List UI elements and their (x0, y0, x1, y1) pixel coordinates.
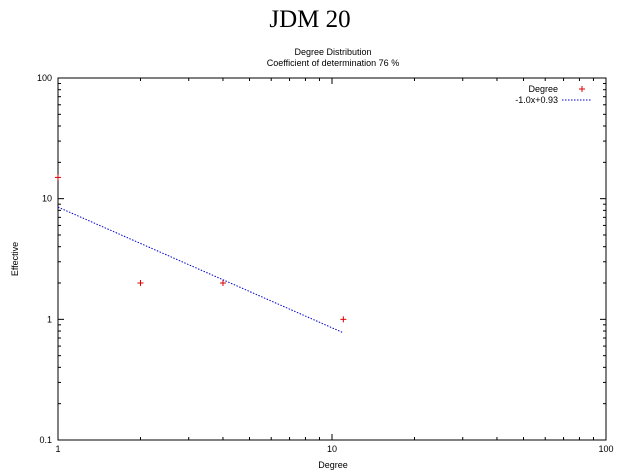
data-point (340, 316, 346, 322)
x-tick-label: 10 (327, 444, 337, 454)
x-tick-label: 100 (598, 444, 613, 454)
chart-subtitle: Coefficient of determination 76 % (267, 58, 399, 68)
data-marks (55, 174, 346, 332)
legend-label: -1.0x+0.93 (515, 95, 558, 105)
legend-marker (579, 86, 585, 92)
fit-line (58, 207, 343, 333)
y-tick-label: 10 (42, 194, 52, 204)
x-tick-label: 1 (55, 444, 60, 454)
y-tick-label: 1 (47, 314, 52, 324)
plot-frame (58, 78, 606, 440)
legend: Degree-1.0x+0.93 (515, 84, 592, 105)
data-point (220, 280, 226, 286)
x-axis-label: Degree (318, 460, 348, 470)
y-axis-label: Effective (10, 242, 20, 276)
chart-title: Degree Distribution (294, 47, 371, 57)
y-tick-label: 0.1 (39, 435, 52, 445)
data-point (137, 280, 143, 286)
legend-label: Degree (528, 84, 558, 94)
y-tick-label: 100 (37, 73, 52, 83)
data-point (55, 174, 61, 180)
